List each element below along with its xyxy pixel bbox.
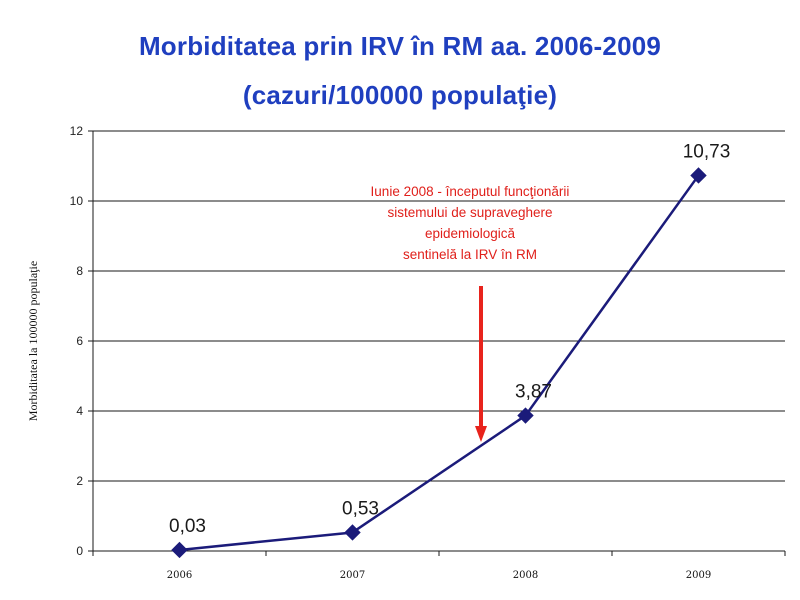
annotation-arrow xyxy=(475,286,487,442)
y-tick-label: 0 xyxy=(76,544,83,558)
grid-lines xyxy=(93,130,785,482)
data-point-marker xyxy=(344,524,361,541)
x-tick-labels: 2006 2007 2008 2009 xyxy=(167,570,711,581)
y-tick-label: 8 xyxy=(76,264,83,278)
data-point-marker xyxy=(690,167,707,184)
data-label: 10,73 xyxy=(683,141,731,162)
data-label: 3,87 xyxy=(515,382,552,403)
x-tick-label: 2008 xyxy=(513,570,538,581)
y-tick-label: 4 xyxy=(76,404,83,418)
series-line xyxy=(179,174,700,552)
y-tick-label: 10 xyxy=(70,194,84,208)
annotation-line: Iunie 2008 - începutul funcţionării xyxy=(370,184,570,199)
x-tick-label: 2009 xyxy=(686,570,711,581)
annotation-line: epidemiologică xyxy=(424,226,516,241)
arrow-head xyxy=(475,426,487,442)
chart-subtitle: (cazuri/100000 populaţie) xyxy=(242,80,558,110)
annotation-line: sentinelă la IRV în RM xyxy=(402,247,538,262)
x-tick-label: 2007 xyxy=(340,570,365,581)
data-point-marker xyxy=(517,407,534,424)
annotation-text: Iunie 2008 - începutul funcţionării sist… xyxy=(320,181,620,265)
y-tick-label: 2 xyxy=(76,474,83,488)
chart-title: Morbiditatea prin IRV în RM aa. 2006-200… xyxy=(138,31,662,61)
annotation-line: sistemului de supraveghere xyxy=(387,205,553,220)
y-axis-label: Morbiditatea la 100000 populaţie xyxy=(26,261,40,421)
axes xyxy=(88,130,786,556)
data-label: 0,03 xyxy=(169,516,206,537)
y-tick-labels: 0 2 4 6 8 10 12 xyxy=(70,124,84,558)
y-tick-label: 6 xyxy=(76,334,83,348)
series-line xyxy=(179,174,700,552)
data-label: 0,53 xyxy=(342,498,379,519)
y-tick-label: 12 xyxy=(70,124,84,138)
data-point-marker xyxy=(171,541,188,559)
data-labels: 0,03 0,53 3,87 10,73 xyxy=(169,141,730,537)
series-markers xyxy=(171,167,707,559)
x-tick-label: 2006 xyxy=(167,570,192,581)
